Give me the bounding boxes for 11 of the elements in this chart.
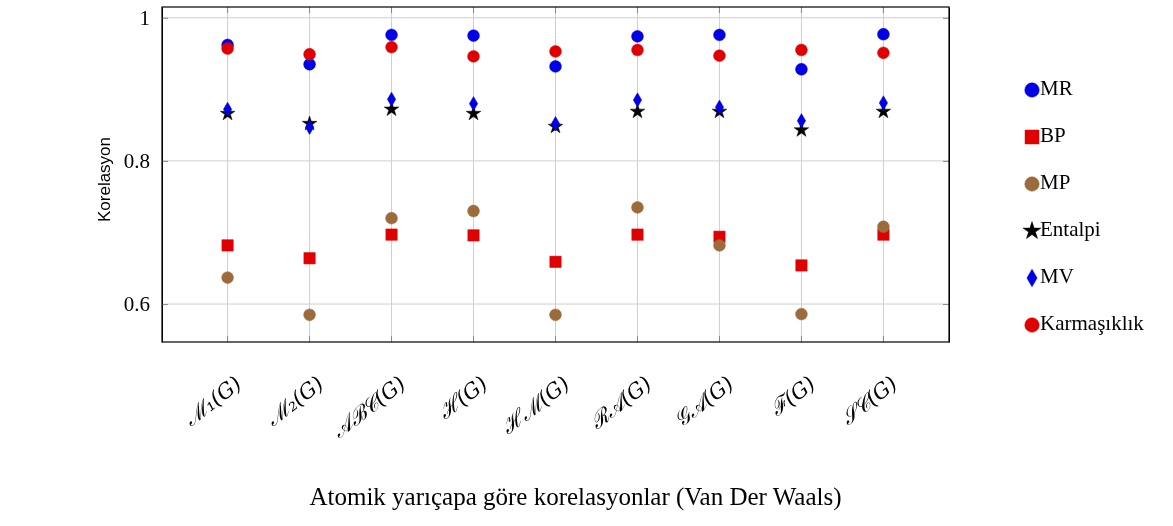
y-tick-label: 0.6 — [123, 292, 150, 317]
y-axis-title: Korelasyon — [95, 136, 114, 223]
y-tick-label: 1 — [139, 5, 150, 30]
legend-label: MV — [1040, 263, 1074, 288]
legend-label: Entalpi — [1040, 216, 1101, 241]
legend-label: Karmaşıklık — [1040, 310, 1145, 335]
y-tick-label: 0.8 — [123, 149, 150, 174]
legend-label: MP — [1040, 169, 1071, 194]
legend-label: BP — [1040, 122, 1066, 147]
x-axis-title: Atomik yarıçapa göre korelasyonlar (Van Der Waals) — [309, 483, 842, 511]
legend-label: MR — [1040, 75, 1073, 100]
